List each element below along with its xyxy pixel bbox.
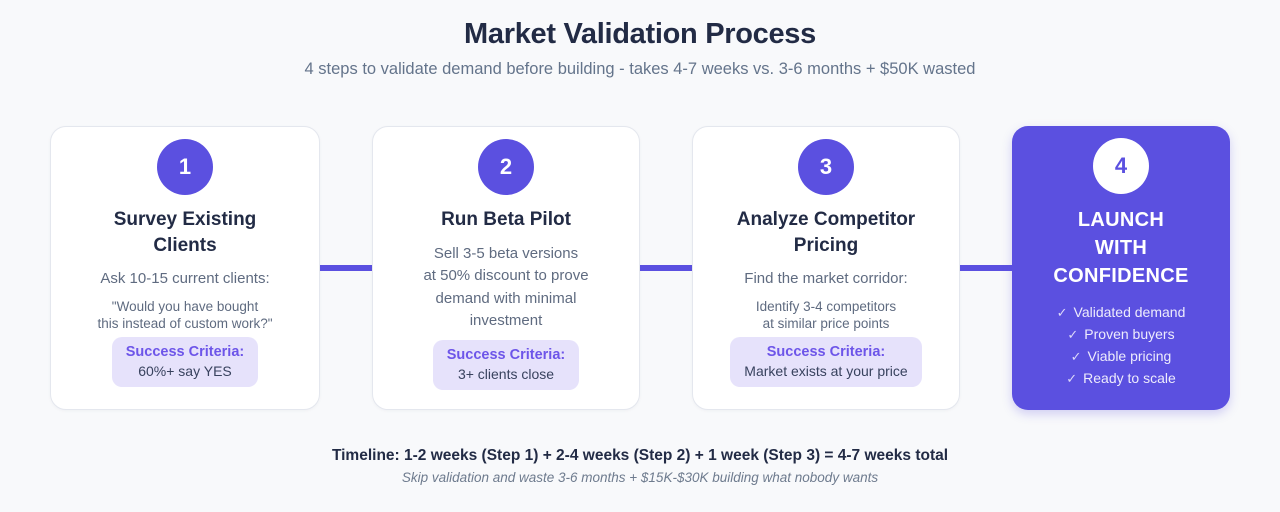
step-2-number-badge: 2 [478,139,534,195]
connector-bar [320,265,372,271]
check-icon: ✓ [1067,326,1079,342]
diagram-header: Market Validation Process 4 steps to val… [0,0,1280,79]
checklist-item: ✓ Ready to scale [1057,368,1186,390]
page-title: Market Validation Process [464,18,816,50]
step-1-detail: "Would you have bought this instead of c… [97,298,273,332]
step-1-title: Survey Existing Clients [113,209,257,256]
step-4-number-badge: 4 [1093,138,1149,194]
skip-validation-warning: Skip validation and waste 3-6 months + $… [401,470,879,485]
step-1-lead: Ask 10-15 current clients: [100,270,270,288]
connector-bar [960,265,1012,271]
success-criteria-label: Success Criteria: [766,344,886,360]
launch-checklist: ✓ Validated demand ✓ Proven buyers ✓ Viable… [1057,302,1186,390]
checklist-item: ✓ Validated demand [1057,302,1186,324]
checklist-item: ✓ Viable pricing [1057,346,1186,368]
diagram-footer: Timeline: 1-2 weeks (Step 1) + 2-4 weeks… [0,447,1280,485]
connector-line-3 [960,126,1012,410]
checklist-item-label: Ready to scale [1083,369,1176,386]
step-3-success-criteria-box: Success Criteria: Market exists at your … [730,337,922,387]
process-row: 1 Survey Existing Clients Ask 10-15 curr… [0,126,1280,410]
step-card-1-survey: 1 Survey Existing Clients Ask 10-15 curr… [50,126,320,410]
step-2-success-criteria-box: Success Criteria: 3+ clients close [432,339,580,390]
check-icon: ✓ [1070,348,1082,364]
checklist-item: ✓ Proven buyers [1057,324,1186,346]
timeline-summary: Timeline: 1-2 weeks (Step 1) + 2-4 weeks… [331,447,949,464]
connector-line-1 [320,126,372,410]
step-1-number-badge: 1 [157,139,213,195]
step-1-success-criteria-box: Success Criteria: 60%+ say YES [111,337,259,387]
connector-bar [640,265,692,271]
checklist-item-label: Validated demand [1073,304,1186,320]
checklist-item-label: Viable pricing [1087,347,1172,364]
step-card-4-launch: 4 LAUNCH WITH CONFIDENCE ✓ Validated dema… [1012,126,1230,410]
page-subtitle: 4 steps to validate demand before buildi… [304,60,976,78]
step-4-title: LAUNCH WITH CONFIDENCE [1053,209,1189,287]
step-3-detail: Identify 3-4 competitors at similar pric… [755,298,897,332]
step-2-title: Run Beta Pilot [441,209,571,230]
checklist-item-label: Proven buyers [1084,325,1175,342]
step-card-3-competitor-pricing: 3 Analyze Competitor Pricing Find the ma… [692,126,960,410]
step-3-lead: Find the market corridor: [744,270,908,288]
step-card-2-beta-pilot: 2 Run Beta Pilot Sell 3-5 beta versions … [372,126,640,410]
success-criteria-label: Success Criteria: [125,344,245,360]
check-icon: ✓ [1066,370,1078,386]
step-3-title: Analyze Competitor Pricing [736,209,916,256]
step-2-lead: Sell 3-5 beta versions at 50% discount t… [423,244,589,330]
connector-line-2 [640,126,692,410]
success-criteria-value: 3+ clients close [457,365,555,382]
success-criteria-label: Success Criteria: [446,346,566,363]
step-3-number-badge: 3 [798,139,854,195]
success-criteria-value: Market exists at your price [744,363,908,379]
check-icon: ✓ [1056,305,1068,320]
success-criteria-value: 60%+ say YES [138,363,232,379]
